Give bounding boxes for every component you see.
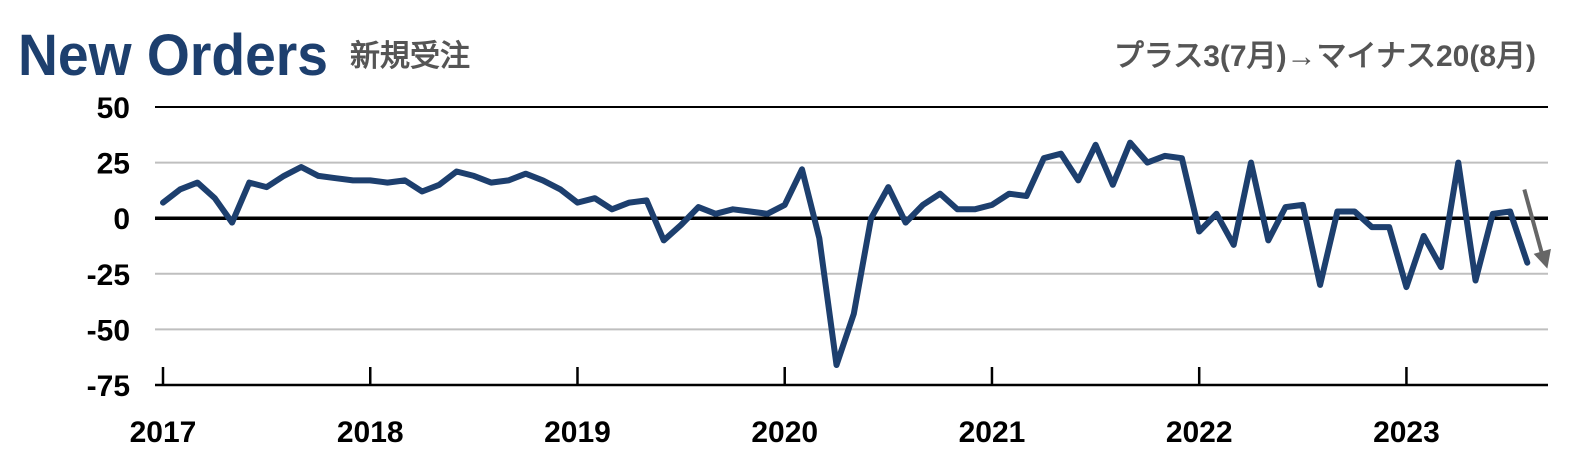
y-tick-label: -25 (87, 259, 130, 292)
x-tick-label: 2018 (337, 416, 404, 449)
y-tick-label: 25 (97, 148, 130, 181)
y-tick-label: -50 (87, 314, 130, 347)
x-tick-label: 2019 (544, 416, 611, 449)
y-tick-label: -75 (87, 370, 130, 403)
x-tick-label: 2020 (751, 416, 818, 449)
chart-title: New Orders (18, 23, 328, 88)
y-tick-label: 50 (97, 92, 130, 125)
x-tick-label: 2023 (1373, 416, 1440, 449)
arrow-shaft (1522, 188, 1546, 260)
x-tick-label: 2021 (959, 416, 1026, 449)
x-axis: 2017 2018 2019 2020 2021 2022 2023 (130, 367, 1548, 449)
series-layer (160, 139, 1531, 368)
x-tick-label: 2022 (1166, 416, 1233, 449)
series-line (160, 139, 1531, 368)
trend-arrow (1522, 188, 1551, 269)
arrow-head (1533, 248, 1551, 269)
y-tick-label: 0 (113, 203, 130, 236)
change-annotation: プラス3(7月)→マイナス20(8月) (1114, 40, 1536, 73)
gridlines (155, 106, 1548, 331)
y-axis: 50 25 0 -25 -50 -75 (87, 92, 130, 403)
chart-subtitle: 新規受注 (350, 40, 470, 73)
x-tick-label: 2017 (130, 416, 197, 449)
